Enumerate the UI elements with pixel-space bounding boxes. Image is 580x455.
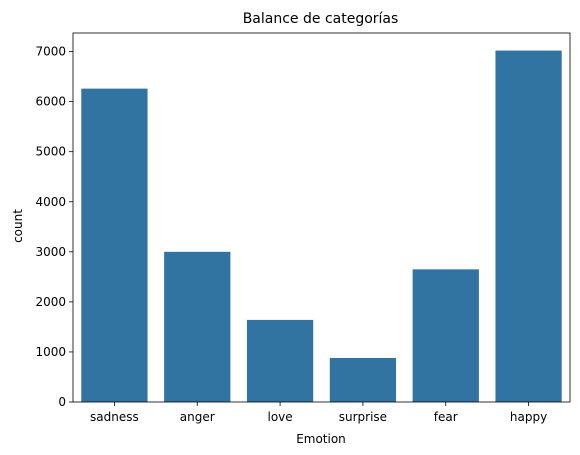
x-tick-label-anger: anger [180, 410, 215, 424]
x-axis: sadness anger love surprise fear happy [90, 402, 547, 424]
y-tick-label-5000: 5000 [35, 145, 66, 159]
y-axis: 0 1000 2000 3000 4000 5000 6000 7000 [35, 45, 73, 409]
y-tick-label-0: 0 [58, 395, 66, 409]
x-tick-label-sadness: sadness [90, 410, 139, 424]
y-tick-label-6000: 6000 [35, 95, 66, 109]
x-tick-label-happy: happy [510, 410, 547, 424]
bar-anger [164, 251, 231, 402]
x-axis-label: Emotion [296, 432, 346, 446]
y-tick-label-3000: 3000 [35, 245, 66, 259]
bar-surprise [329, 357, 397, 402]
y-tick-label-4000: 4000 [35, 195, 66, 209]
y-tick-label-7000: 7000 [35, 45, 66, 59]
bar-happy [495, 50, 562, 402]
chart-title: Balance de categorías [243, 11, 399, 27]
x-tick-label-love: love [267, 410, 292, 424]
bars-group [81, 50, 562, 403]
y-axis-label: count [11, 209, 25, 243]
bar-love [246, 319, 314, 402]
bar-sadness [81, 88, 148, 403]
plot-frame [72, 32, 571, 403]
x-tick-label-surprise: surprise [339, 410, 387, 424]
y-tick-label-2000: 2000 [35, 295, 66, 309]
y-tick-label-1000: 1000 [35, 345, 66, 359]
x-tick-label-fear: fear [434, 410, 458, 424]
bar-fear [412, 269, 479, 402]
